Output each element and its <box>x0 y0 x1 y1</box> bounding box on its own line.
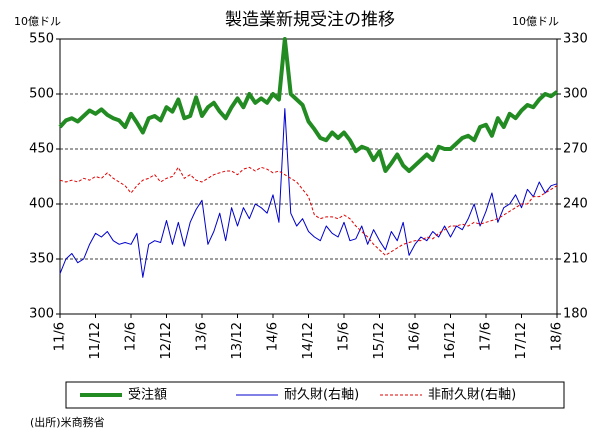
x-tick-label: 13/6 <box>195 322 210 351</box>
y-tick-label: 400 <box>29 197 54 212</box>
y2-tick-label: 300 <box>563 87 588 102</box>
chart-title: 製造業新規受注の推移 <box>225 10 395 30</box>
y2-axis-unit: 10億ドル <box>512 15 559 28</box>
x-tick-label: 18/6 <box>550 322 565 351</box>
x-tick-label: 17/6 <box>479 322 494 351</box>
legend-label: 非耐久財(右軸) <box>428 388 516 403</box>
x-tick-label: 13/12 <box>230 322 245 359</box>
series-line <box>59 108 558 278</box>
x-tick-label: 14/12 <box>301 322 316 359</box>
series-line <box>58 37 559 173</box>
x-tick-label: 11/12 <box>88 322 103 359</box>
x-tick-label: 15/6 <box>337 322 352 351</box>
x-tick-label: 16/12 <box>443 322 458 359</box>
plot-frame <box>59 38 558 315</box>
x-tick-label: 16/6 <box>408 322 423 351</box>
source-note: (出所)米商務省 <box>30 415 105 429</box>
legend-box <box>65 381 565 409</box>
y-tick-label: 350 <box>29 252 54 267</box>
x-tick-label: 12/12 <box>159 322 174 359</box>
x-tick-label: 15/12 <box>372 322 387 359</box>
y-tick-label: 550 <box>29 32 54 47</box>
x-tick-label: 11/6 <box>53 322 68 351</box>
y2-tick-label: 270 <box>563 142 588 157</box>
legend-label: 受注額 <box>128 388 167 403</box>
x-tick-label: 14/6 <box>266 322 281 351</box>
x-tick-label: 17/12 <box>514 322 529 359</box>
y2-tick-label: 180 <box>563 307 588 322</box>
y2-tick-label: 240 <box>563 197 588 212</box>
y-tick-label: 300 <box>29 307 54 322</box>
series-line <box>59 166 558 256</box>
x-tick-label: 12/6 <box>124 322 139 351</box>
y2-tick-label: 330 <box>563 32 588 47</box>
y-axis-unit: 10億ドル <box>14 15 61 28</box>
legend-label: 耐久財(右軸) <box>284 388 359 403</box>
y2-tick-label: 210 <box>563 252 588 267</box>
y-tick-label: 450 <box>29 142 54 157</box>
y-tick-label: 500 <box>29 87 54 102</box>
